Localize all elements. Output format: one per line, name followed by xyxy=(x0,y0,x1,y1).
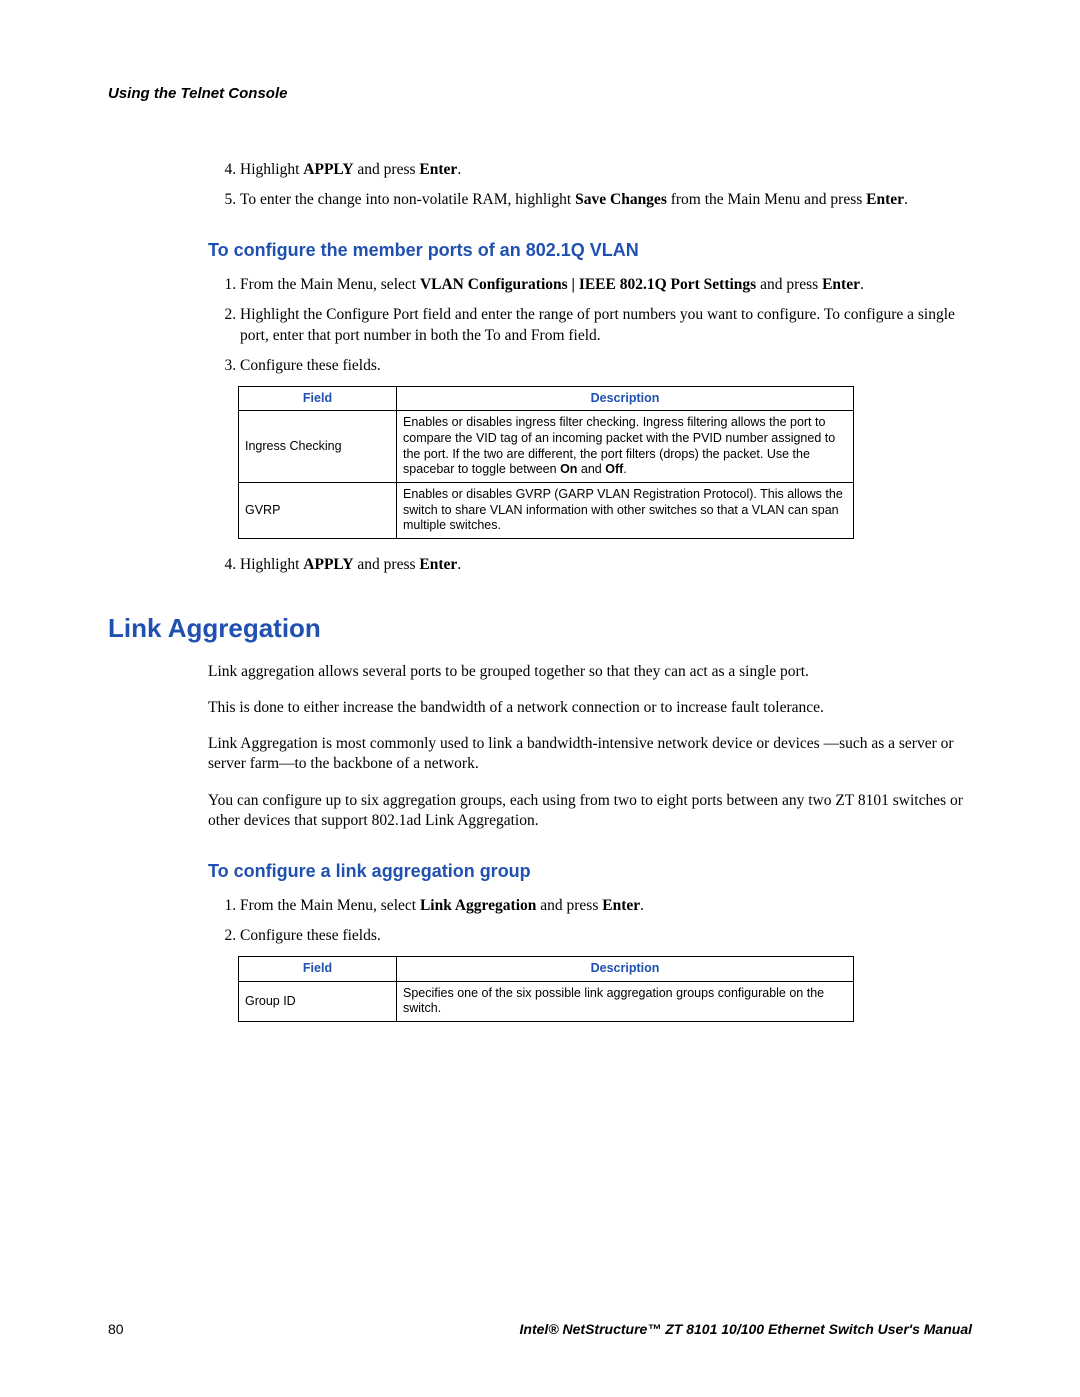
link-agg-content: Link aggregation allows several ports to… xyxy=(208,662,972,1022)
step-bold: VLAN Configurations | IEEE 802.1Q Port S… xyxy=(420,276,756,293)
table-header-row: Field Description xyxy=(239,386,854,411)
th-description: Description xyxy=(397,386,854,411)
h3-link-agg-config: To configure a link aggregation group xyxy=(208,861,972,882)
step-text: Highlight the Configure Port field and e… xyxy=(240,306,955,343)
step-bold: Enter xyxy=(419,556,457,573)
paragraph: Link aggregation allows several ports to… xyxy=(208,662,972,682)
step-item: From the Main Menu, select Link Aggregat… xyxy=(240,896,972,916)
td-description: Enables or disables GVRP (GARP VLAN Regi… xyxy=(397,482,854,538)
content-prior-steps: Highlight APPLY and press Enter. To ente… xyxy=(208,160,972,575)
desc-text: and xyxy=(577,462,605,476)
td-field: Group ID xyxy=(239,981,397,1021)
th-description: Description xyxy=(397,957,854,982)
td-field: Ingress Checking xyxy=(239,411,397,483)
paragraph: You can configure up to six aggregation … xyxy=(208,791,972,831)
step-text: . xyxy=(457,161,461,178)
running-header: Using the Telnet Console xyxy=(108,85,972,102)
page: Using the Telnet Console Highlight APPLY… xyxy=(0,0,1080,1397)
link-agg-steps-list: From the Main Menu, select Link Aggregat… xyxy=(208,896,972,946)
step-item: Configure these fields. xyxy=(240,356,972,376)
desc-bold: Off xyxy=(605,462,623,476)
step-bold: Save Changes xyxy=(575,191,667,208)
link-agg-fields-table: Field Description Group ID Specifies one… xyxy=(238,956,854,1022)
td-description: Specifies one of the six possible link a… xyxy=(397,981,854,1021)
table-row: Ingress Checking Enables or disables ing… xyxy=(239,411,854,483)
desc-bold: On xyxy=(560,462,577,476)
table-row: Group ID Specifies one of the six possib… xyxy=(239,981,854,1021)
paragraph: This is done to either increase the band… xyxy=(208,698,972,718)
manual-title: Intel® NetStructure™ ZT 8101 10/100 Ethe… xyxy=(520,1321,972,1337)
step-item: Highlight APPLY and press Enter. xyxy=(240,160,972,180)
step-item: To enter the change into non-volatile RA… xyxy=(240,190,972,210)
h2-link-aggregation: Link Aggregation xyxy=(108,613,972,644)
step-bold: Enter xyxy=(866,191,904,208)
step-text: and press xyxy=(756,276,822,293)
vlan-steps-list: From the Main Menu, select VLAN Configur… xyxy=(208,275,972,376)
step-item: From the Main Menu, select VLAN Configur… xyxy=(240,275,972,295)
step-text: From the Main Menu, select xyxy=(240,276,420,293)
td-description: Enables or disables ingress filter check… xyxy=(397,411,854,483)
step-text: To enter the change into non-volatile RA… xyxy=(240,191,575,208)
step-text: Configure these fields. xyxy=(240,357,381,374)
td-field: GVRP xyxy=(239,482,397,538)
step-bold: Enter xyxy=(602,897,640,914)
step-bold: Enter xyxy=(419,161,457,178)
step-text: Highlight xyxy=(240,161,303,178)
step-text: Configure these fields. xyxy=(240,927,381,944)
step-text: . xyxy=(640,897,644,914)
step-text: . xyxy=(860,276,864,293)
vlan-steps-after-list: Highlight APPLY and press Enter. xyxy=(208,555,972,575)
prior-steps-list: Highlight APPLY and press Enter. To ente… xyxy=(208,160,972,210)
step-bold: Enter xyxy=(822,276,860,293)
step-text: from the Main Menu and press xyxy=(667,191,866,208)
paragraph: Link Aggregation is most commonly used t… xyxy=(208,734,972,774)
table-row: GVRP Enables or disables GVRP (GARP VLAN… xyxy=(239,482,854,538)
step-bold: APPLY xyxy=(303,556,353,573)
h3-vlan-config: To configure the member ports of an 802.… xyxy=(208,240,972,261)
desc-text: . xyxy=(623,462,626,476)
page-number: 80 xyxy=(108,1321,124,1337)
th-field: Field xyxy=(239,957,397,982)
step-text: . xyxy=(457,556,461,573)
step-text: and press xyxy=(536,897,602,914)
step-item: Configure these fields. xyxy=(240,926,972,946)
step-text: . xyxy=(904,191,908,208)
step-item: Highlight APPLY and press Enter. xyxy=(240,555,972,575)
step-text: From the Main Menu, select xyxy=(240,897,420,914)
step-text: and press xyxy=(354,161,420,178)
step-text: and press xyxy=(354,556,420,573)
table-header-row: Field Description xyxy=(239,957,854,982)
step-bold: APPLY xyxy=(303,161,353,178)
th-field: Field xyxy=(239,386,397,411)
vlan-fields-table: Field Description Ingress Checking Enabl… xyxy=(238,386,854,539)
step-bold: Link Aggregation xyxy=(420,897,536,914)
step-item: Highlight the Configure Port field and e… xyxy=(240,305,972,345)
page-footer: 80 Intel® NetStructure™ ZT 8101 10/100 E… xyxy=(108,1321,972,1337)
step-text: Highlight xyxy=(240,556,303,573)
